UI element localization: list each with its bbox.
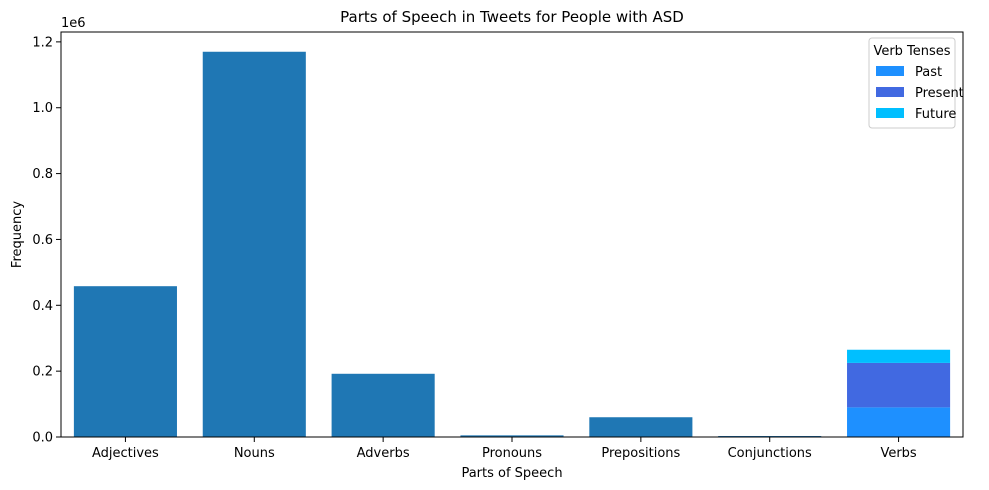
- bar-prepositions: [589, 417, 693, 437]
- legend-label-past: Past: [915, 65, 942, 80]
- y-tick-label: 0.0: [32, 431, 53, 446]
- chart-title: Parts of Speech in Tweets for People wit…: [340, 8, 684, 26]
- x-tick-label: Pronouns: [482, 446, 542, 461]
- bar-verbs-past: [847, 407, 951, 437]
- y-tick-label: 0.8: [32, 167, 53, 182]
- y-axis-title: Frequency: [10, 201, 25, 268]
- legend-swatch-past: [876, 66, 904, 76]
- legend-swatch-present: [876, 87, 904, 97]
- x-axis-title: Parts of Speech: [461, 466, 562, 481]
- legend-frame: [868, 37, 956, 129]
- x-tick-label: Nouns: [234, 446, 275, 461]
- y-tick-label: 0.2: [32, 365, 53, 380]
- y-axis-scale-label: 1e6: [61, 16, 86, 31]
- y-tick-label: 1.2: [32, 35, 53, 50]
- bar-verbs-present: [847, 362, 951, 408]
- x-tick-label: Adverbs: [357, 446, 410, 461]
- legend-swatch-future: [876, 108, 904, 118]
- legend-label-present: Present: [915, 86, 964, 101]
- legend-items: Past Present Future: [876, 65, 964, 122]
- bar-pronouns: [460, 435, 564, 437]
- x-tick-label: Verbs: [880, 446, 916, 461]
- legend: Verb Tenses Past Present Future: [868, 37, 964, 129]
- bar-verbs-future: [847, 349, 951, 363]
- legend-title: Verb Tenses: [873, 44, 950, 59]
- y-tick-label: 1.0: [32, 101, 53, 116]
- y-tick-label: 0.4: [32, 299, 53, 314]
- bar-adverbs: [331, 373, 435, 437]
- x-tick-label: Conjunctions: [728, 446, 812, 461]
- x-tick-label: Adjectives: [92, 446, 159, 461]
- axes-group: 0.0 0.2 0.4 0.6 0.8 1.0 1.2 Adjectives Nouns Adve…: [32, 31, 964, 461]
- legend-label-future: Future: [915, 107, 956, 122]
- plot-frame: [60, 31, 964, 438]
- bar-adjectives: [73, 286, 177, 437]
- x-tick-label: Prepositions: [601, 446, 680, 461]
- bars-group: [73, 51, 951, 437]
- bar-nouns: [202, 51, 306, 437]
- y-tick-label: 0.6: [32, 233, 53, 248]
